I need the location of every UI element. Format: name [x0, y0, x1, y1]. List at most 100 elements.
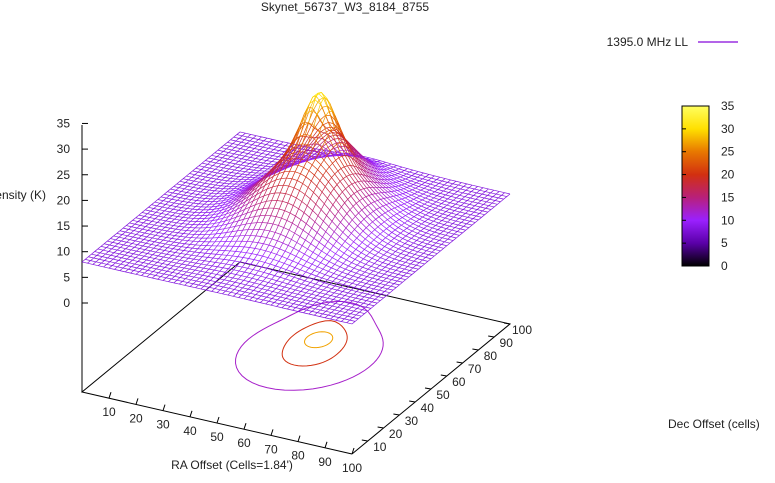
mesh-segment [141, 212, 148, 215]
mesh-segment [261, 175, 265, 180]
mesh-segment [486, 201, 493, 204]
mesh-segment [352, 275, 359, 279]
mesh-segment [293, 145, 298, 153]
mesh-segment [383, 228, 387, 232]
mesh-segment [245, 146, 250, 151]
mesh-segment [410, 180, 417, 184]
mesh-segment [329, 281, 333, 285]
mesh-segment [387, 268, 391, 272]
mesh-segment [261, 266, 268, 269]
mesh-segment [273, 200, 278, 209]
mesh-segment [251, 178, 258, 180]
mesh-segment [261, 150, 266, 154]
mesh-segment [290, 280, 297, 283]
mesh-segment [256, 149, 260, 153]
mesh-segment [346, 322, 353, 325]
mesh-segment [132, 236, 139, 239]
mesh-segment [198, 284, 205, 287]
mesh-segment [400, 204, 407, 209]
mesh-segment [142, 242, 147, 247]
mesh-segment [185, 211, 190, 215]
mesh-segment [309, 148, 314, 156]
mesh-segment [221, 206, 226, 211]
mesh-segment [105, 253, 111, 256]
mesh-segment [400, 230, 404, 234]
mesh-segment [312, 95, 317, 98]
mesh-segment [290, 187, 295, 196]
mesh-segment [246, 143, 253, 146]
mesh-segment [412, 189, 418, 193]
mesh-segment [169, 248, 174, 252]
mesh-segment [264, 154, 268, 158]
mesh-segment [368, 195, 375, 202]
mesh-segment [485, 191, 491, 194]
mesh-segment [202, 162, 208, 165]
mesh-segment [302, 183, 309, 188]
mesh-segment [371, 166, 377, 173]
mesh-segment [285, 158, 291, 162]
mesh-segment [232, 251, 236, 257]
mesh-segment [135, 214, 140, 218]
mesh-segment [211, 205, 218, 208]
mesh-segment [203, 237, 208, 243]
mesh-segment [189, 240, 194, 245]
mesh-segment [278, 282, 283, 286]
mesh-segment [188, 230, 193, 235]
mesh-segment [196, 212, 201, 216]
mesh-segment [294, 293, 298, 298]
mesh-segment [354, 159, 358, 163]
mesh-segment [269, 192, 275, 195]
mesh-segment [369, 280, 375, 283]
mesh-segment [425, 174, 430, 177]
mesh-segment [212, 198, 217, 202]
mesh-segment [255, 139, 259, 143]
mesh-segment [279, 276, 286, 280]
mesh-segment [297, 291, 301, 295]
mesh-segment [233, 187, 240, 190]
mesh-segment [231, 172, 237, 174]
mesh-segment [266, 137, 273, 140]
mesh-segment [134, 244, 138, 248]
mesh-segment [453, 191, 458, 195]
mesh-segment [389, 203, 395, 209]
mesh-segment [195, 284, 199, 288]
mesh-segment [235, 274, 242, 277]
mesh-segment [377, 276, 382, 280]
mesh-segment [406, 185, 411, 188]
mesh-segment [399, 194, 406, 199]
mesh-segment [452, 206, 458, 209]
mesh-segment [386, 277, 392, 280]
mesh-segment [231, 169, 235, 173]
mesh-segment [404, 266, 408, 270]
mesh-segment [153, 247, 160, 250]
mesh-segment [238, 294, 242, 298]
mesh-segment [112, 256, 117, 260]
mesh-segment [342, 188, 346, 193]
mesh-segment [212, 284, 218, 287]
mesh-segment [342, 305, 347, 309]
mesh-segment [327, 312, 332, 316]
mesh-segment [232, 293, 237, 297]
mesh-segment [294, 226, 299, 234]
mesh-segment [111, 248, 118, 251]
mesh-segment [232, 163, 236, 167]
mesh-segment [246, 165, 252, 168]
mesh-segment [208, 208, 215, 211]
mesh-segment [382, 161, 386, 164]
mesh-segment [364, 180, 371, 188]
mesh-segment [198, 237, 203, 242]
mesh-segment [166, 237, 172, 239]
mesh-segment [463, 200, 468, 204]
mesh-segment [322, 121, 329, 126]
mesh-segment [171, 212, 176, 216]
mesh-segment [305, 157, 309, 161]
mesh-segment [223, 283, 227, 288]
mesh-segment [357, 281, 361, 286]
mesh-segment [130, 270, 134, 274]
mesh-segment [266, 263, 271, 269]
mesh-segment [261, 153, 268, 155]
mesh-segment [233, 197, 237, 202]
mesh-segment [295, 250, 300, 257]
mesh-segment [148, 244, 152, 248]
mesh-segment [144, 213, 148, 217]
